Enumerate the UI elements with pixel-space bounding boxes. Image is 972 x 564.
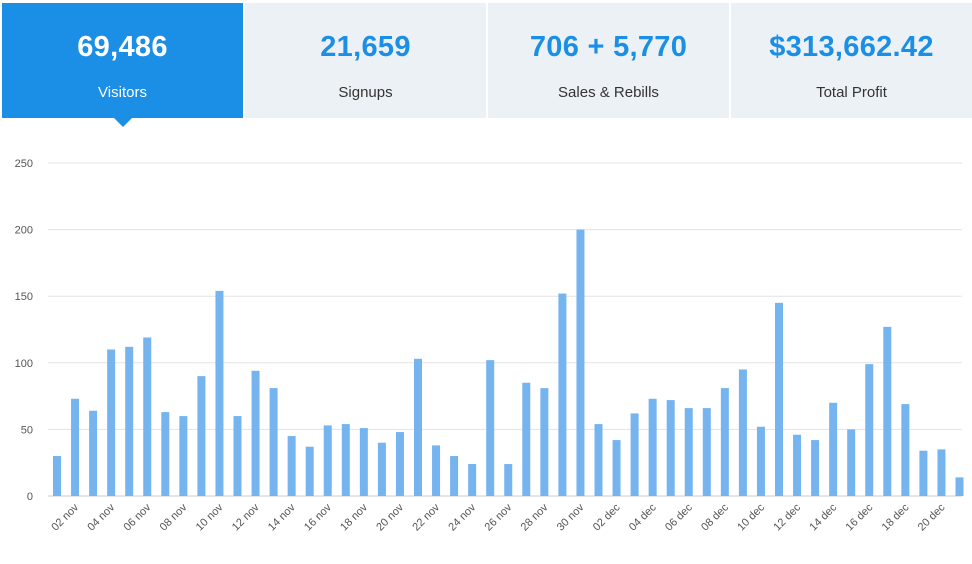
bar-11-dec[interactable]	[775, 302, 783, 496]
x-tick-label: 08 dec	[699, 501, 731, 533]
bar-26-nov[interactable]	[504, 464, 513, 496]
x-tick-label: 14 nov	[266, 501, 298, 533]
x-tick-label: 16 nov	[302, 501, 334, 533]
x-tick-label: 12 dec	[771, 501, 803, 533]
x-tick-label: 22 nov	[410, 501, 442, 533]
bar-02-nov[interactable]	[71, 398, 80, 496]
x-tick-label: 20 nov	[374, 501, 406, 533]
bar-19-dec[interactable]	[919, 450, 928, 496]
bar-08-dec[interactable]	[720, 388, 729, 496]
bar-12-nov[interactable]	[251, 370, 260, 496]
bar-03-dec[interactable]	[630, 413, 639, 496]
bar-30-nov[interactable]	[576, 229, 585, 496]
bar-21-nov[interactable]	[414, 358, 422, 496]
bar-27-nov[interactable]	[522, 382, 531, 496]
x-tick-label: 20 dec	[916, 501, 948, 533]
bar-11-nov[interactable]	[233, 416, 242, 496]
x-tick-label: 16 dec	[844, 501, 876, 533]
bar-18-nov[interactable]	[359, 428, 368, 496]
bar-08-nov[interactable]	[179, 416, 188, 496]
x-tick-label: 30 nov	[555, 501, 587, 533]
x-tick-label: 24 nov	[446, 501, 478, 533]
bar-09-nov[interactable]	[197, 376, 206, 496]
bar-23-nov[interactable]	[450, 456, 459, 496]
stat-value: $313,662.42	[769, 31, 934, 63]
bar-05-dec[interactable]	[666, 400, 675, 496]
bar-22-nov[interactable]	[432, 445, 441, 496]
bar-16-nov[interactable]	[323, 425, 332, 496]
bar-06-dec[interactable]	[684, 408, 693, 496]
stat-value: 21,659	[320, 31, 411, 63]
bar-02-dec[interactable]	[612, 440, 621, 496]
x-tick-label: 08 nov	[158, 501, 190, 533]
stat-tile-signups[interactable]: 21,659 Signups	[245, 3, 488, 118]
x-tick-label: 18 dec	[880, 501, 912, 533]
bar-01-nov[interactable]	[53, 456, 61, 496]
bar-15-nov[interactable]	[305, 446, 314, 496]
x-tick-label: 28 nov	[519, 501, 551, 533]
bar-20-nov[interactable]	[395, 432, 404, 496]
bar-13-dec[interactable]	[811, 440, 820, 496]
bar-16-dec[interactable]	[865, 364, 874, 496]
bar-20-dec[interactable]	[937, 449, 946, 496]
bar-19-nov[interactable]	[377, 442, 386, 496]
bar-24-nov[interactable]	[468, 464, 477, 496]
bar-09-dec[interactable]	[738, 369, 747, 496]
stat-value: 706 + 5,770	[529, 31, 688, 63]
stat-tile-visitors[interactable]: 69,486 Visitors	[2, 3, 245, 127]
bar-21-dec[interactable]	[955, 477, 964, 496]
bar-15-dec[interactable]	[847, 429, 856, 496]
bar-06-nov[interactable]	[143, 337, 152, 496]
stat-label: Visitors	[98, 84, 147, 101]
bar-10-nov[interactable]	[215, 290, 224, 496]
y-tick-label: 0	[27, 491, 33, 503]
y-tick-label: 250	[15, 158, 33, 170]
x-tick-label: 06 nov	[122, 501, 154, 533]
bar-12-dec[interactable]	[793, 434, 802, 496]
x-tick-label: 26 nov	[483, 501, 515, 533]
x-tick-label: 04 nov	[85, 501, 117, 533]
bar-28-nov[interactable]	[540, 388, 549, 496]
x-tick-label: 02 dec	[591, 501, 623, 533]
x-tick-label: 10 nov	[194, 501, 226, 533]
bar-05-nov[interactable]	[125, 346, 134, 496]
y-tick-label: 150	[15, 291, 33, 303]
x-tick-label: 14 dec	[807, 501, 839, 533]
bar-14-nov[interactable]	[287, 436, 296, 496]
bar-01-dec[interactable]	[594, 424, 603, 496]
bar-17-nov[interactable]	[341, 424, 350, 496]
bar-18-dec[interactable]	[901, 404, 910, 496]
x-tick-label: 06 dec	[663, 501, 695, 533]
x-tick-label: 02 nov	[49, 501, 81, 533]
stat-tile-sales-rebills[interactable]: 706 + 5,770 Sales & Rebills	[488, 3, 731, 118]
bar-29-nov[interactable]	[558, 293, 567, 496]
stat-label: Signups	[338, 84, 393, 101]
stats-bar: 69,486 Visitors 21,659 Signups 706 + 5,770 Sa…	[2, 3, 972, 127]
x-tick-label: 04 dec	[627, 501, 659, 533]
bar-17-dec[interactable]	[883, 326, 892, 496]
stat-label: Sales & Rebills	[558, 84, 659, 101]
bar-25-nov[interactable]	[486, 360, 495, 496]
stat-label: Total Profit	[816, 84, 887, 101]
bar-07-dec[interactable]	[702, 408, 711, 496]
stat-value: 69,486	[77, 31, 168, 63]
bar-13-nov[interactable]	[269, 388, 278, 496]
bar-04-dec[interactable]	[648, 398, 657, 496]
stat-tile-total-profit[interactable]: $313,662.42 Total Profit	[731, 3, 972, 118]
x-tick-label: 12 nov	[230, 501, 262, 533]
bar-07-nov[interactable]	[161, 412, 170, 496]
x-tick-label: 10 dec	[735, 501, 767, 533]
y-tick-label: 50	[21, 424, 33, 436]
bar-03-nov[interactable]	[89, 410, 98, 496]
bar-10-dec[interactable]	[756, 426, 765, 496]
x-tick-label: 18 nov	[338, 501, 370, 533]
y-tick-label: 200	[15, 225, 33, 237]
y-tick-label: 100	[15, 358, 33, 370]
bar-14-dec[interactable]	[829, 402, 838, 496]
bar-04-nov[interactable]	[107, 349, 116, 496]
